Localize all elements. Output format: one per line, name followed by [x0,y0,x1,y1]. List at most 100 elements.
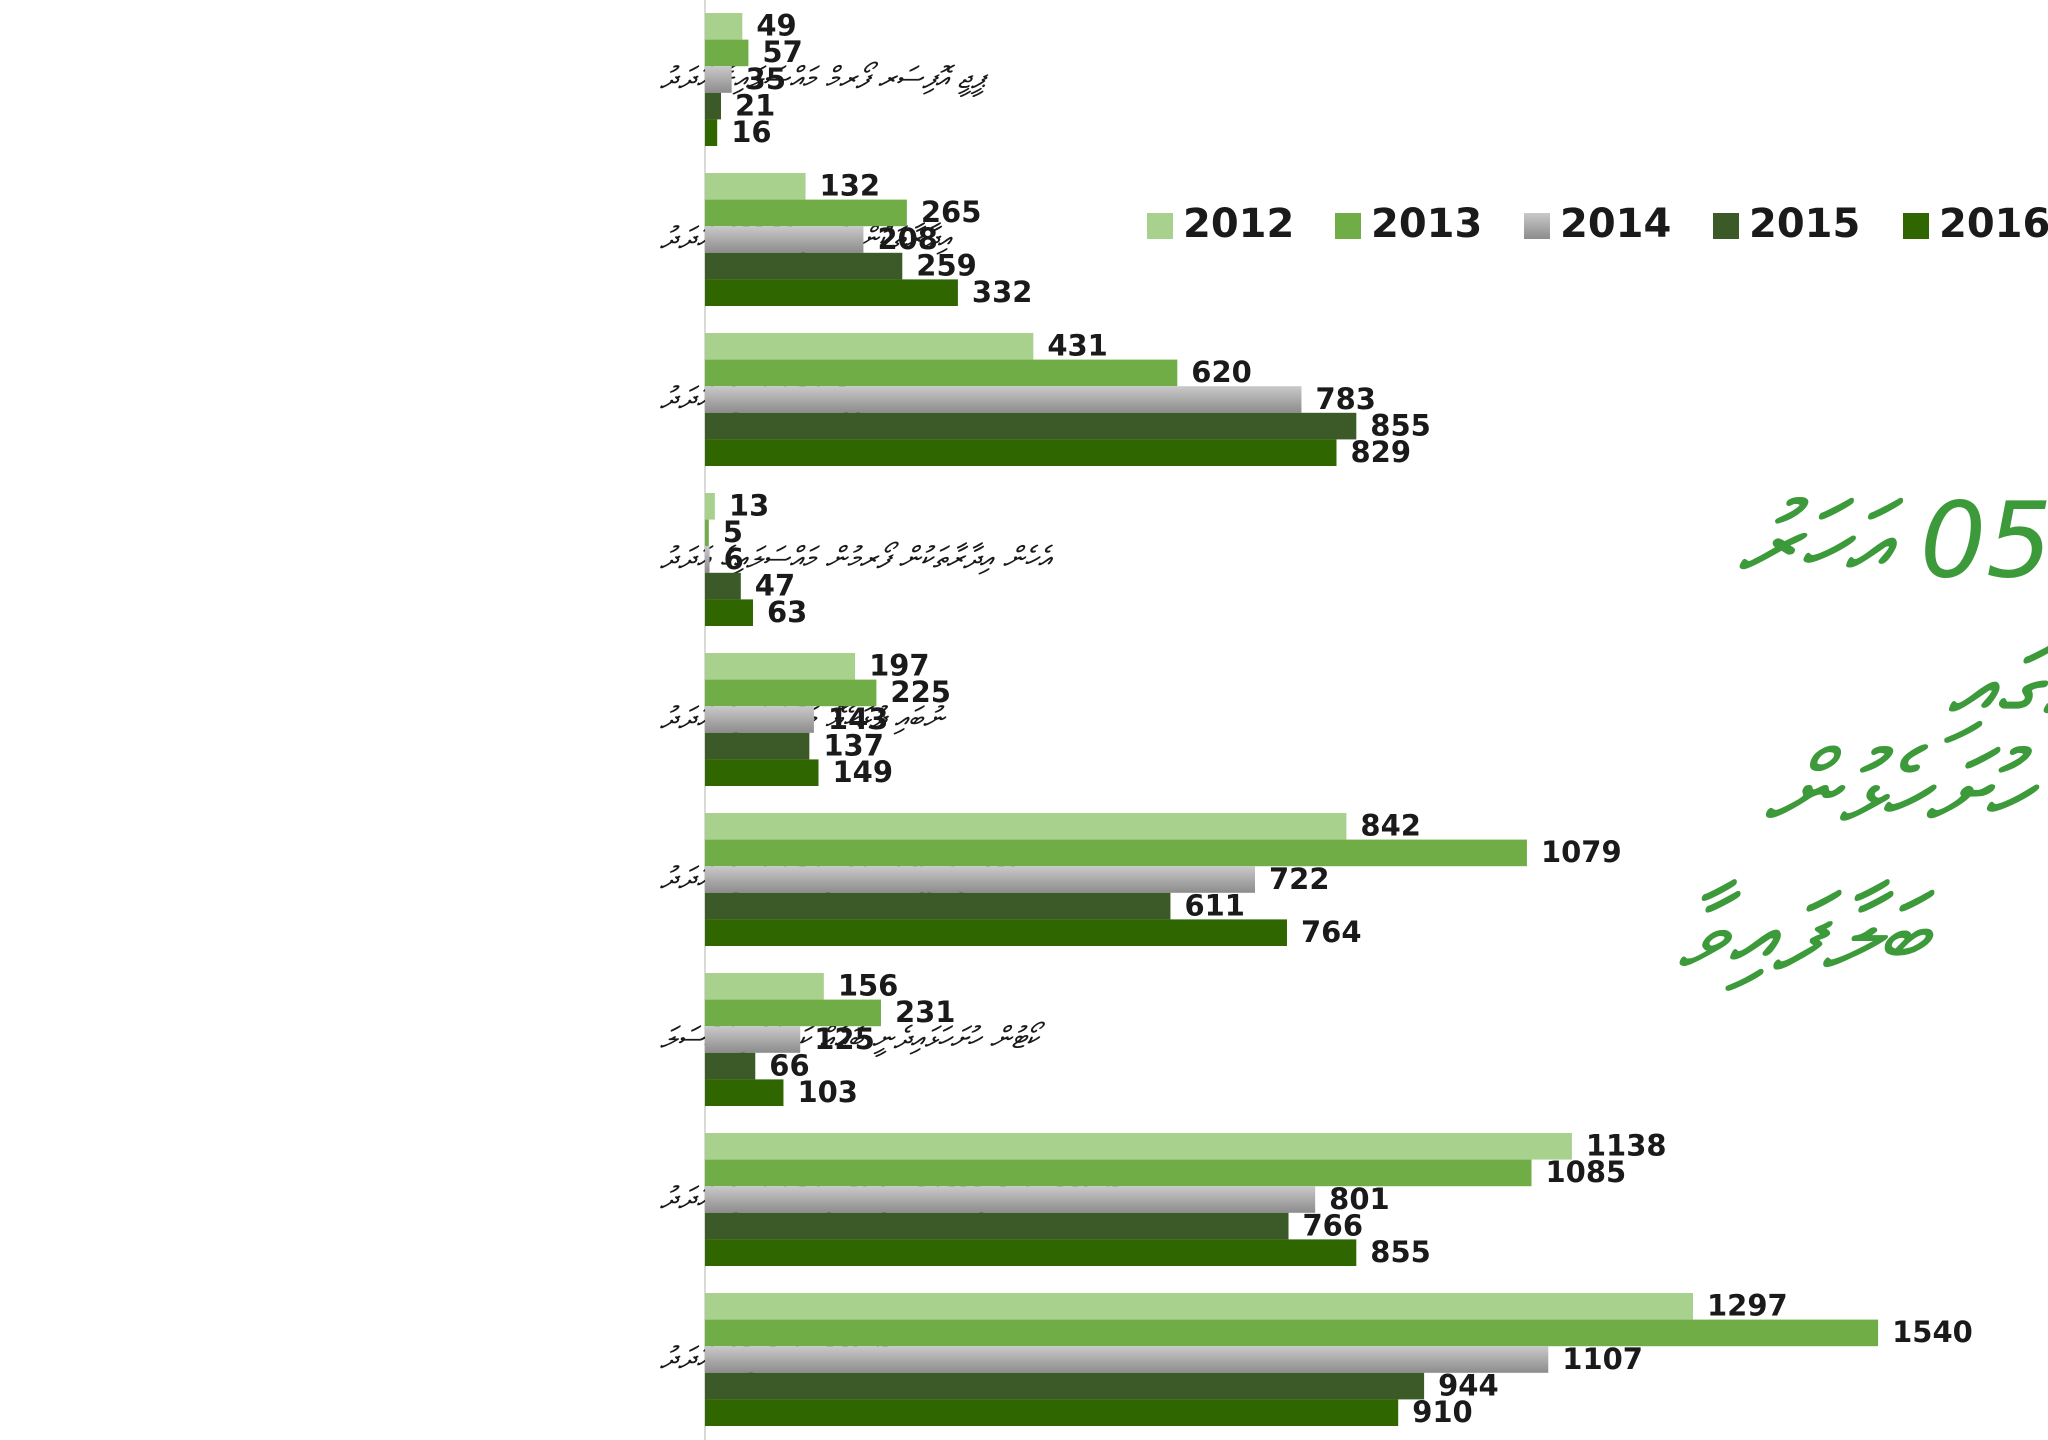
bar [705,1159,1532,1187]
bar [705,1293,1694,1320]
value-label: 132 [820,169,881,203]
value-label: 1079 [1541,835,1622,869]
legend-label: 2012 [1183,201,1294,247]
legend-label: 2015 [1749,201,1860,247]
annotation: ތެރޭގައި [1943,623,2048,745]
value-label: 611 [1184,888,1245,922]
value-label: 13 [729,489,769,523]
bar [705,439,1337,466]
value-label: 49 [756,9,796,43]
bar [705,999,881,1027]
value-label: 1138 [1586,1129,1667,1163]
value-label: 801 [1329,1182,1390,1216]
value-label: 66 [769,1048,809,1082]
bar [705,599,753,626]
bar [705,1026,801,1053]
category-label: އެހެން އިދާރާތަކުން ފޯރމުން މައްސަލައިގެ… [659,541,1054,576]
value-label: 143 [828,702,889,736]
value-label: 16 [731,115,771,149]
value-label: 103 [797,1075,858,1109]
bar [705,892,1171,920]
value-label: 137 [823,728,884,762]
bar [705,1079,784,1106]
legend-swatch [1335,213,1361,239]
value-label: 47 [755,568,795,602]
legend-swatch [1147,213,1173,239]
value-label: 766 [1303,1208,1364,1242]
bar [705,759,819,786]
value-label: 1085 [1546,1155,1627,1189]
value-label: 431 [1047,329,1108,363]
annotation: ބަލާފައިވާ [1678,871,1936,993]
bar [705,386,1302,413]
value-label: 1107 [1562,1342,1643,1376]
bar [705,1399,1399,1426]
value-label: 149 [833,755,894,789]
legend-label: 2013 [1371,201,1482,247]
value-label: 944 [1438,1368,1499,1402]
value-label: 231 [895,995,956,1029]
bar [705,173,806,200]
bar [705,572,741,600]
bar [705,199,907,227]
value-label: 63 [767,595,807,629]
value-label: 125 [814,1022,875,1056]
value-label: 842 [1360,809,1421,843]
bar [705,279,958,306]
bar [705,866,1255,893]
legend-swatch [1713,213,1739,239]
value-label: 910 [1412,1395,1473,1429]
bar [705,679,877,707]
bar [705,493,715,520]
bar [705,973,824,1000]
legend-label: 2014 [1560,201,1671,247]
bar [705,1319,1879,1347]
bar [705,13,743,40]
value-label: 225 [890,675,951,709]
bar [705,333,1034,360]
value-label: 855 [1370,1235,1431,1269]
bar [705,653,856,680]
bar [705,813,1347,840]
value-label: 21 [735,88,775,122]
value-label: 5 [723,515,743,549]
value-label: 57 [762,35,802,69]
bar [705,92,721,120]
value-label: 855 [1370,408,1431,442]
value-label: 332 [972,275,1033,309]
bar [705,39,749,67]
value-label: 783 [1315,382,1376,416]
bar [705,119,718,146]
bar [705,1372,1425,1400]
bar [705,1346,1549,1373]
bar [705,839,1527,867]
bar [705,252,903,280]
bar [705,412,1357,440]
bar [705,919,1287,946]
bar [705,66,732,93]
legend-swatch [1524,213,1550,239]
value-label: 722 [1269,862,1330,896]
bar [705,1133,1572,1160]
value-label: 35 [746,62,786,96]
bar [705,359,1178,387]
value-label: 265 [921,195,982,229]
bar [705,546,710,573]
legend-swatch [1903,213,1929,239]
value-label: 208 [877,222,938,256]
value-label: 829 [1351,435,1412,469]
value-label: 156 [838,969,899,1003]
bar [705,1212,1289,1240]
bar [705,732,810,760]
value-label: 1297 [1707,1289,1788,1323]
bar [705,226,864,253]
bar [705,1052,756,1080]
value-label: 6 [724,542,744,576]
bar [705,519,709,547]
value-label: 259 [916,248,977,282]
bar [705,706,814,733]
annotation: ހުށަހެޅުން [1763,728,2041,850]
legend-label: 2016 [1939,201,2048,247]
